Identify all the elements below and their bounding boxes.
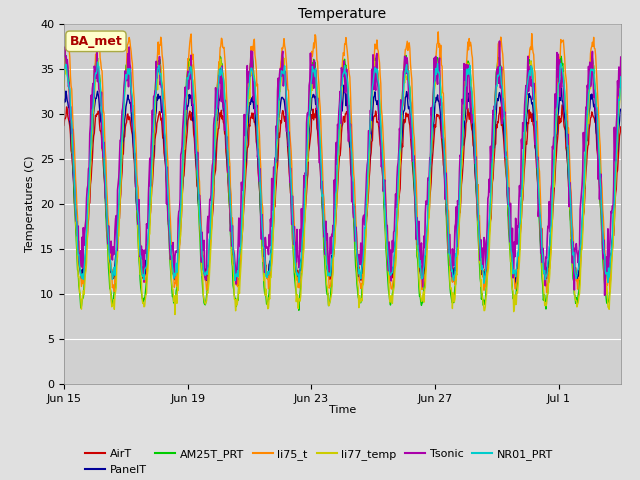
- li75_t: [292, 264, 300, 270]
- NR01_PRT: [617, 74, 625, 80]
- AM25T_PRT: [617, 65, 625, 71]
- AirT: [376, 133, 383, 139]
- AM25T_PRT: [191, 119, 199, 125]
- X-axis label: Time: Time: [329, 405, 356, 415]
- AM25T_PRT: [402, 53, 410, 59]
- Tsonic: [292, 259, 300, 265]
- li75_t: [511, 276, 518, 282]
- li75_t: [376, 60, 383, 65]
- li77_temp: [511, 292, 519, 298]
- NR01_PRT: [93, 59, 101, 65]
- AM25T_PRT: [295, 307, 303, 313]
- Line: Tsonic: Tsonic: [64, 41, 621, 295]
- NR01_PRT: [511, 267, 519, 273]
- NR01_PRT: [192, 126, 200, 132]
- PanelT: [340, 82, 348, 88]
- AirT: [617, 124, 625, 130]
- Line: li77_temp: li77_temp: [64, 58, 621, 314]
- li75_t: [617, 60, 625, 65]
- li77_temp: [280, 55, 288, 61]
- NR01_PRT: [60, 76, 68, 82]
- PanelT: [376, 129, 384, 135]
- PanelT: [80, 262, 88, 268]
- AM25T_PRT: [376, 113, 384, 119]
- PanelT: [511, 269, 518, 275]
- AM25T_PRT: [60, 64, 68, 70]
- AM25T_PRT: [80, 285, 88, 291]
- Y-axis label: Temperatures (C): Temperatures (C): [24, 156, 35, 252]
- PanelT: [292, 269, 300, 275]
- Title: Temperature: Temperature: [298, 8, 387, 22]
- li75_t: [191, 80, 199, 86]
- Tsonic: [601, 292, 609, 298]
- li77_temp: [80, 291, 88, 297]
- li77_temp: [377, 122, 385, 128]
- AM25T_PRT: [511, 297, 519, 302]
- AirT: [191, 147, 199, 153]
- Text: BA_met: BA_met: [70, 35, 122, 48]
- li75_t: [263, 273, 271, 278]
- Line: PanelT: PanelT: [64, 85, 621, 284]
- Tsonic: [263, 245, 271, 251]
- AM25T_PRT: [263, 301, 271, 307]
- NR01_PRT: [376, 111, 384, 117]
- NR01_PRT: [80, 267, 88, 273]
- li75_t: [543, 289, 550, 295]
- Line: li75_t: li75_t: [64, 32, 621, 292]
- AirT: [263, 270, 271, 276]
- li77_temp: [617, 71, 625, 76]
- Tsonic: [191, 128, 199, 134]
- AirT: [558, 102, 566, 108]
- PanelT: [263, 274, 271, 280]
- Tsonic: [60, 53, 68, 59]
- NR01_PRT: [480, 280, 488, 286]
- NR01_PRT: [264, 275, 271, 280]
- Tsonic: [80, 242, 88, 248]
- li75_t: [80, 276, 88, 281]
- Legend: AirT, PanelT, AM25T_PRT, li75_t, li77_temp, Tsonic, NR01_PRT: AirT, PanelT, AM25T_PRT, li75_t, li77_te…: [81, 445, 557, 479]
- PanelT: [617, 108, 625, 113]
- li75_t: [435, 29, 442, 35]
- Line: NR01_PRT: NR01_PRT: [64, 62, 621, 283]
- AM25T_PRT: [292, 290, 300, 296]
- AirT: [80, 270, 88, 276]
- li75_t: [60, 69, 68, 75]
- PanelT: [511, 281, 519, 287]
- li77_temp: [192, 122, 200, 128]
- PanelT: [60, 100, 68, 106]
- NR01_PRT: [293, 272, 301, 278]
- Tsonic: [617, 54, 625, 60]
- AirT: [60, 123, 68, 129]
- Line: AM25T_PRT: AM25T_PRT: [64, 56, 621, 310]
- Tsonic: [495, 38, 503, 44]
- li77_temp: [294, 292, 301, 298]
- li77_temp: [60, 87, 68, 93]
- Tsonic: [511, 239, 518, 245]
- AirT: [541, 278, 549, 284]
- li77_temp: [264, 300, 271, 306]
- Tsonic: [376, 123, 383, 129]
- Line: AirT: AirT: [64, 105, 621, 281]
- AirT: [510, 269, 518, 275]
- PanelT: [191, 134, 199, 140]
- AirT: [292, 263, 300, 268]
- li77_temp: [171, 312, 179, 317]
